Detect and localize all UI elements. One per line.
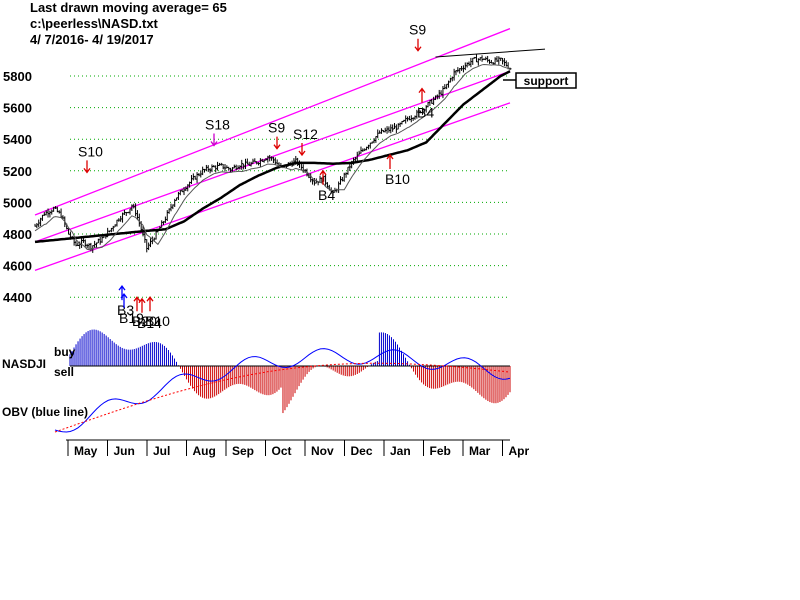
signal-arrow-B10	[146, 296, 154, 312]
support-label: support	[524, 74, 569, 88]
signal-arrow-S9	[273, 136, 281, 150]
signal-arrow-S18	[210, 133, 218, 147]
signal-arrow-S10	[83, 160, 91, 174]
osc-name-label: NASDJI	[2, 357, 46, 371]
channel-upper	[34, 27, 511, 216]
month-label-Jan: Jan	[390, 444, 411, 458]
date-range: 4/ 7/2016- 4/ 19/2017	[30, 32, 154, 47]
file-path: c:\peerless\NASD.txt	[30, 16, 158, 31]
moving-average-title: Last drawn moving average= 65	[30, 0, 227, 15]
signal-arrow-B4	[319, 169, 327, 185]
signal-label-S10-0: S10	[78, 143, 103, 159]
channel-middle	[34, 70, 511, 243]
y-tick-5600: 5600	[3, 101, 32, 116]
y-tick-5400: 5400	[3, 132, 32, 147]
signal-label-B4-5: B4	[318, 187, 335, 203]
signal-label-B3-8: B3	[117, 302, 134, 318]
signal-label-S9-4: S9	[409, 22, 426, 38]
price-bars	[34, 54, 512, 253]
signal-arrow-B20	[133, 296, 141, 312]
signal-label-B14-12: B14	[137, 315, 162, 331]
signal-label-B10-6: B10	[385, 171, 410, 187]
signal-arrow-B19	[120, 292, 128, 309]
y-axis-labels: 5800 5600 5400 5200 5000 4800 4600 4400	[3, 69, 32, 305]
obv-label: OBV (blue line)	[2, 405, 88, 419]
chart-header: Last drawn moving average= 65 c:\peerles…	[0, 0, 320, 50]
y-tick-4800: 4800	[3, 227, 32, 242]
month-label-Aug: Aug	[193, 444, 216, 458]
signal-arrow-S12	[298, 143, 306, 157]
long-moving-average	[34, 70, 511, 244]
osc-buy-label: buy	[54, 345, 76, 359]
signal-label-B19-9: B19	[119, 310, 144, 326]
y-tick-4600: 4600	[3, 259, 32, 274]
month-label-Feb: Feb	[430, 444, 451, 458]
month-label-Sep: Sep	[232, 444, 254, 458]
month-label-Apr: Apr	[509, 444, 530, 458]
y-tick-5000: 5000	[3, 195, 32, 210]
month-label-Mar: Mar	[469, 444, 491, 458]
price-channel	[34, 27, 546, 271]
signal-arrow-B4	[418, 87, 426, 103]
obv-moving-average	[54, 362, 511, 433]
y-tick-4400: 4400	[3, 290, 32, 305]
grid-lines	[70, 75, 510, 298]
signal-label-S18-1: S18	[205, 117, 230, 133]
month-label-Nov: Nov	[311, 444, 334, 458]
signal-label-B4-7: B4	[417, 105, 434, 121]
obv-line	[54, 348, 511, 433]
month-label-Oct: Oct	[272, 444, 292, 458]
signal-label-B10-11: B10	[145, 313, 170, 329]
channel-lower	[34, 102, 511, 271]
month-label-May: May	[74, 444, 98, 458]
y-tick-5200: 5200	[3, 164, 32, 179]
signal-label-S9-2: S9	[268, 120, 285, 136]
oscillator-labels: buy NASDJI sell OBV (blue line)	[2, 345, 88, 419]
oscillator-panel	[54, 329, 511, 433]
signal-label-S12-3: S12	[293, 126, 318, 142]
osc-sell-label: sell	[54, 365, 74, 379]
signal-arrow-S9	[414, 38, 422, 52]
signal-arrow-B14	[138, 297, 146, 313]
signal-arrow-B10	[386, 153, 394, 169]
short-moving-average	[34, 63, 511, 251]
month-label-Jun: Jun	[114, 444, 135, 458]
signal-label-B20-10: B20	[132, 313, 157, 329]
moving-averages	[34, 63, 511, 251]
y-tick-5800: 5800	[3, 69, 32, 84]
upper-trend-line	[435, 48, 546, 58]
month-label-Jul: Jul	[153, 444, 170, 458]
month-label-Dec: Dec	[351, 444, 373, 458]
support-box	[515, 72, 577, 89]
signal-arrow-B3	[118, 285, 126, 301]
support-annotation: support	[503, 72, 577, 89]
x-axis: May Jun Jul Aug Sep Oct Nov Dec Jan Feb Mar Apr	[66, 439, 530, 458]
